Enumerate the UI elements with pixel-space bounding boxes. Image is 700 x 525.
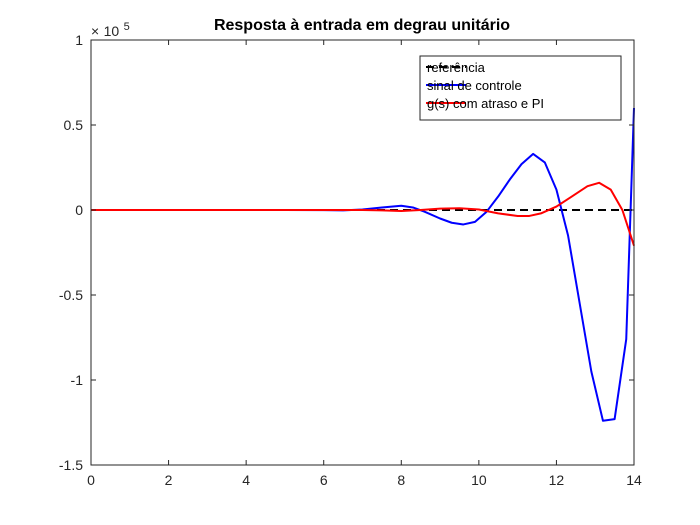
legend-label: referência — [427, 60, 486, 75]
x-tick-label: 10 — [471, 472, 487, 488]
y-tick-label: -1.5 — [59, 457, 83, 473]
series-line-3 — [91, 181, 635, 247]
y-tick-label: 0 — [75, 202, 83, 218]
legend: referência sinal de controle g(s) com atra… — [419, 55, 622, 121]
y-axis-exponent: × 10 5 — [91, 21, 130, 40]
x-tick-label: 4 — [242, 472, 250, 488]
exponent-base: 10 — [104, 23, 120, 39]
x-tick-label: 6 — [320, 472, 328, 488]
x-tick-label: 2 — [165, 472, 173, 488]
x-tick-label: 14 — [626, 472, 642, 488]
chart-title: Resposta à entrada em degrau unitário — [214, 17, 510, 34]
y-tick-label: -0.5 — [59, 287, 83, 303]
y-tick-label: 1 — [75, 32, 83, 48]
exponent-power: 5 — [124, 21, 130, 33]
series-layer — [91, 107, 635, 422]
legend-label: g(s) com atraso e PI — [427, 96, 544, 111]
y-tick-label: 0.5 — [64, 117, 84, 133]
legend-label: sinal de controle — [427, 78, 522, 93]
tick-layer: 0 2 4 6 8 10 12 14 1 0.5 0 -0.5 -1 -1.5 — [59, 32, 642, 488]
x-tick-label: 0 — [87, 472, 95, 488]
x-tick-label: 12 — [549, 472, 565, 488]
legend-entries: referência sinal de controle g(s) com atra… — [426, 60, 544, 111]
y-tick-label: -1 — [71, 372, 84, 388]
exponent-times: × — [91, 23, 99, 39]
x-tick-label: 8 — [397, 472, 405, 488]
